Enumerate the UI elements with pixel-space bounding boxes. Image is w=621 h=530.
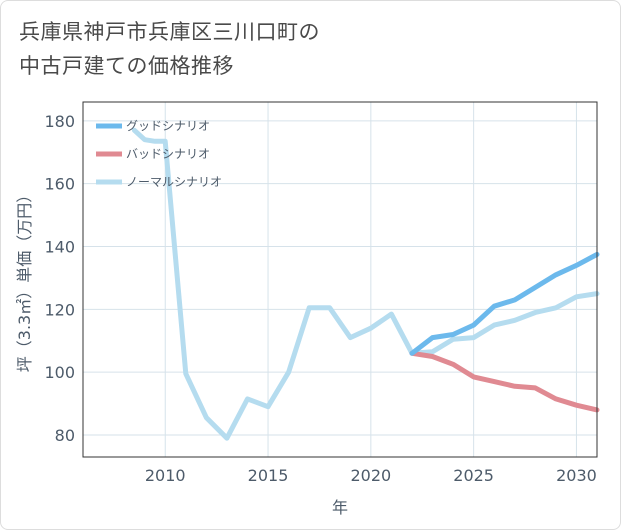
y-axis-title: 坪（3.3㎡）単価（万円） xyxy=(15,187,34,372)
y-tick-label: 100 xyxy=(44,363,75,382)
plot-border xyxy=(82,101,598,458)
x-tick-label: 2010 xyxy=(145,466,186,485)
x-tick-labels: 2010 2015 2020 2025 2030 xyxy=(145,466,597,485)
y-tick-labels: 80 100 120 140 160 180 xyxy=(44,112,75,445)
legend-label: ノーマルシナリオ xyxy=(126,175,222,189)
series-line-1 xyxy=(409,251,600,356)
legend-label: バッドシナリオ xyxy=(126,147,210,161)
x-tick-label: 2015 xyxy=(248,466,289,485)
chart-title: 兵庫県神戸市兵庫区三川口町の 中古戸建ての価格推移 xyxy=(19,15,320,83)
y-tick-label: 140 xyxy=(44,238,75,257)
y-tick-label: 180 xyxy=(44,112,75,131)
title-line-2: 中古戸建ての価格推移 xyxy=(19,54,234,78)
series-line-2 xyxy=(409,350,600,413)
x-tick-label: 2025 xyxy=(453,466,494,485)
y-tick-label: 160 xyxy=(44,175,75,194)
x-tick-label: 2030 xyxy=(556,466,597,485)
series-line-3 xyxy=(131,127,600,441)
y-tick-label: 120 xyxy=(44,300,75,319)
x-axis-title: 年 xyxy=(332,498,348,517)
title-line-1: 兵庫県神戸市兵庫区三川口町の xyxy=(19,20,320,44)
y-tick-label: 80 xyxy=(55,426,75,445)
series-lines xyxy=(131,127,600,441)
x-tick-label: 2020 xyxy=(350,466,391,485)
legend-label: グッドシナリオ xyxy=(126,119,210,133)
